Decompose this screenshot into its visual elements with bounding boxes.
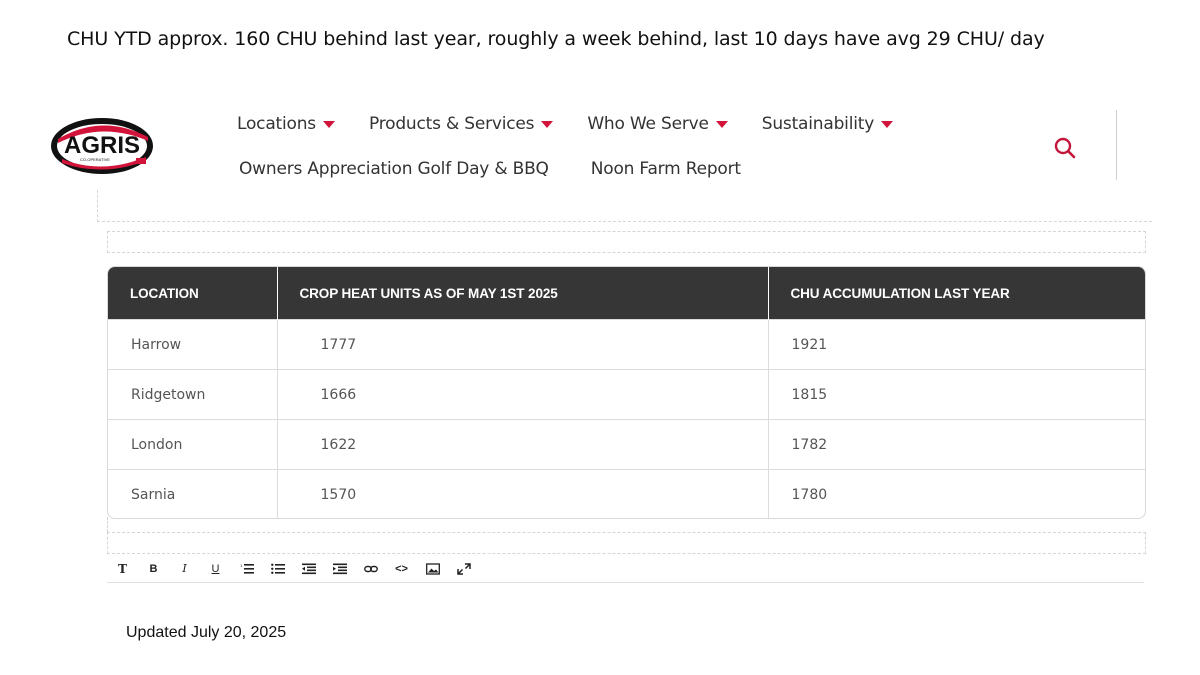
nav-row-primary: Locations Products & Services Who We Serve… [237, 111, 927, 137]
text-format-icon: T [118, 561, 127, 576]
chu-table: LOCATION CROP HEAT UNITS AS OF MAY 1ST 2… [107, 266, 1146, 519]
link-icon [363, 563, 378, 575]
ordered-list-icon: 1 [240, 563, 254, 575]
logo-text: AGRIS [64, 132, 140, 159]
guide-line [97, 221, 1152, 222]
ordered-list-button[interactable]: 1 [231, 559, 262, 579]
underline-button[interactable]: U [200, 559, 231, 579]
nav-item-who-we-serve[interactable]: Who We Serve [587, 114, 728, 134]
cell-chu-last-year: 1782 [768, 419, 1145, 470]
outdent-icon [301, 563, 316, 575]
cell-location: London [108, 419, 278, 470]
nav-item-noon-farm-report[interactable]: Noon Farm Report [591, 159, 741, 179]
editor-area[interactable] [107, 582, 1144, 653]
cell-chu-last-year: 1815 [768, 369, 1145, 420]
underline-icon: U [211, 562, 220, 575]
nav-item-products-services[interactable]: Products & Services [368, 114, 554, 134]
column-header-chu-current: CROP HEAT UNITS AS OF MAY 1ST 2025 [277, 267, 769, 320]
caret-down-icon [715, 120, 728, 128]
italic-button[interactable]: I [169, 559, 200, 579]
guide-box [107, 532, 1146, 554]
cell-location: Sarnia [108, 469, 278, 518]
column-header-location: LOCATION [108, 267, 278, 320]
image-icon [425, 562, 440, 575]
cell-chu-last-year: 1921 [768, 319, 1145, 370]
fullscreen-button[interactable] [448, 559, 479, 579]
caret-down-icon [881, 120, 894, 128]
nav-item-label: Sustainability [761, 114, 875, 134]
caret-down-icon [541, 120, 554, 128]
cell-chu-current: 1777 [277, 319, 769, 370]
unordered-list-button[interactable] [262, 559, 293, 579]
agris-logo[interactable]: AGRIS CO-OPERATIVE [50, 115, 160, 177]
table-row: London 1622 1782 [108, 419, 1145, 470]
nav-item-label: Noon Farm Report [590, 159, 741, 179]
italic-icon: I [182, 562, 187, 575]
table-row: Harrow 1777 1921 [108, 319, 1145, 370]
nav-item-sustainability[interactable]: Sustainability [761, 114, 894, 134]
agris-logo-icon: AGRIS CO-OPERATIVE [51, 118, 153, 174]
nav-item-label: Products & Services [368, 114, 535, 134]
updated-text: Updated July 20, 2025 [126, 624, 287, 641]
indent-button[interactable] [324, 559, 355, 579]
bold-icon: B [149, 562, 158, 575]
code-icon: <> [395, 562, 408, 575]
guide-box [107, 231, 1146, 253]
table-row: Ridgetown 1666 1815 [108, 369, 1145, 420]
code-button[interactable]: <> [386, 559, 417, 579]
nav-item-locations[interactable]: Locations [237, 114, 335, 134]
table-header-row: LOCATION CROP HEAT UNITS AS OF MAY 1ST 2… [108, 267, 1145, 320]
unordered-list-icon [270, 563, 285, 575]
text-format-button[interactable]: T [107, 559, 138, 579]
nav-item-label: Who We Serve [587, 114, 709, 134]
cell-chu-current: 1622 [277, 419, 769, 470]
editor-toolbar: T B I U 1 <> [107, 555, 1144, 582]
outdent-button[interactable] [293, 559, 324, 579]
cell-chu-current: 1666 [277, 369, 769, 420]
cell-chu-current: 1570 [277, 469, 769, 518]
guide-line [97, 190, 98, 222]
link-button[interactable] [355, 559, 386, 579]
svg-text:1: 1 [240, 563, 243, 568]
nav-row-secondary: Owners Appreciation Golf Day & BBQ Noon F… [239, 156, 927, 182]
logo-subtext: CO-OPERATIVE [80, 157, 110, 162]
table-row: Sarnia 1570 1780 [108, 469, 1145, 518]
cell-location: Ridgetown [108, 369, 278, 420]
nav-item-owners-appreciation-golf-day-bbq[interactable]: Owners Appreciation Golf Day & BBQ [239, 159, 549, 179]
nav-item-label: Owners Appreciation Golf Day & BBQ [239, 159, 549, 179]
cell-chu-last-year: 1780 [768, 469, 1145, 518]
caret-down-icon [322, 120, 335, 128]
nav-item-label: Locations [237, 114, 316, 134]
column-header-chu-last-year: CHU ACCUMULATION LAST YEAR [768, 267, 1145, 320]
image-button[interactable] [417, 559, 448, 579]
cell-location: Harrow [108, 319, 278, 370]
caption-text: CHU YTD approx. 160 CHU behind last year… [67, 28, 1045, 50]
indent-icon [332, 563, 347, 575]
main-nav: Locations Products & Services Who We Serve… [237, 111, 927, 201]
nav-divider [1116, 110, 1117, 180]
bold-button[interactable]: B [138, 559, 169, 579]
search-icon[interactable] [1053, 136, 1077, 160]
guide-line [107, 517, 108, 532]
fullscreen-icon [456, 562, 471, 575]
